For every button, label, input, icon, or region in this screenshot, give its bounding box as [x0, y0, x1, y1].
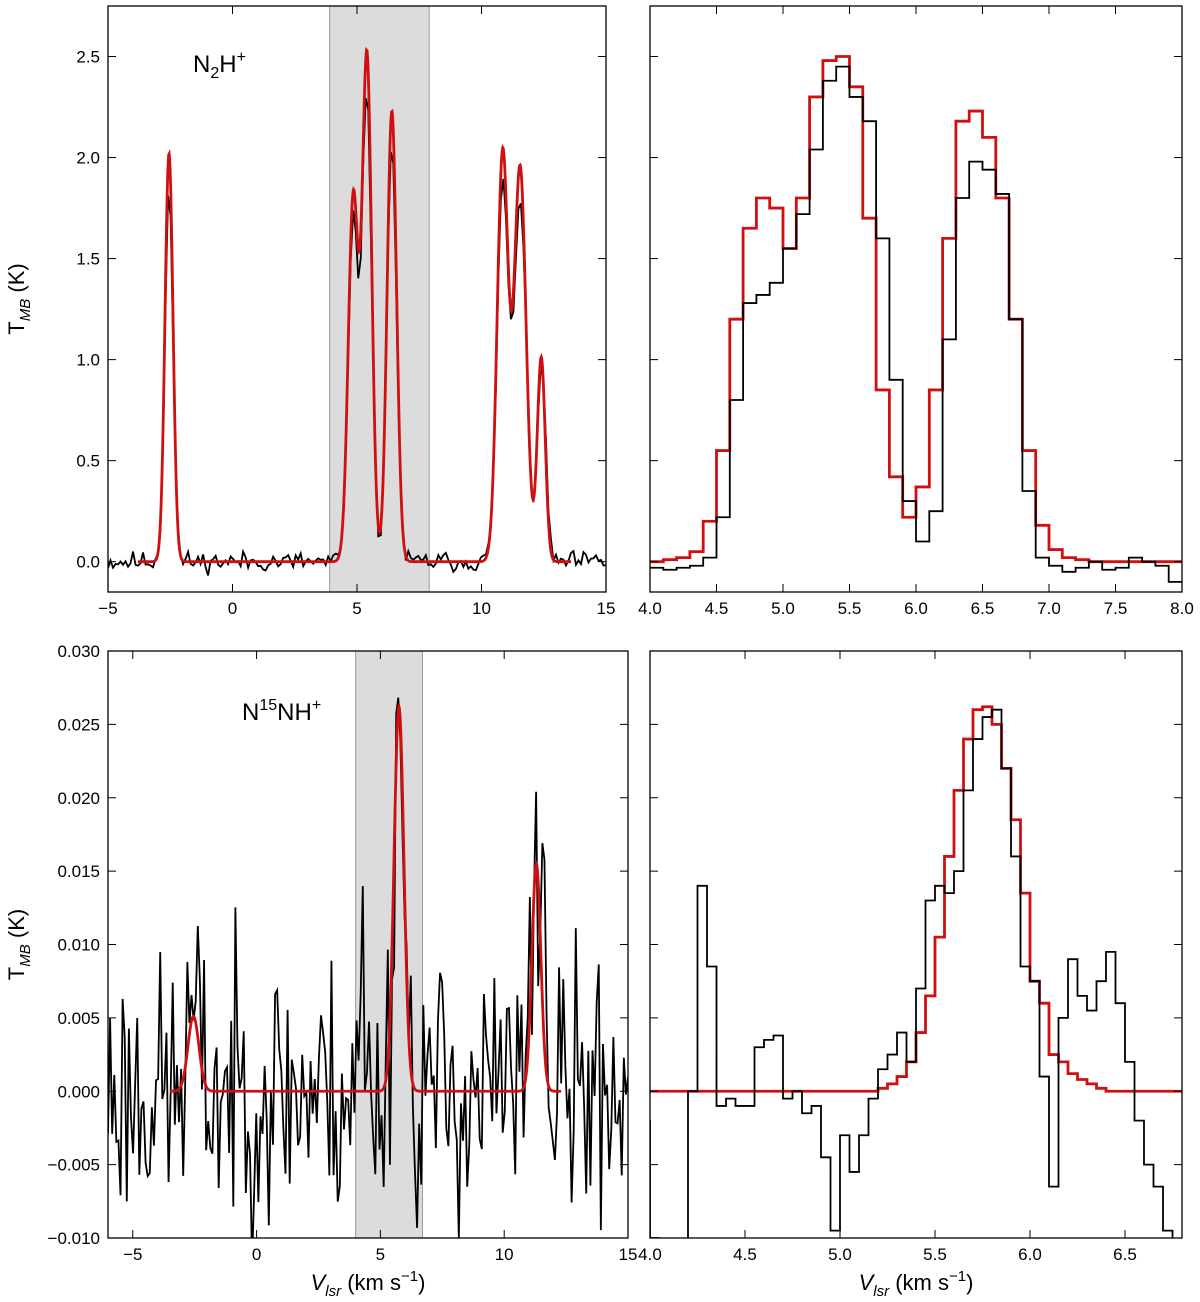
x-tick-label: −5 [123, 1245, 142, 1264]
y-tick-label: 0.0 [76, 553, 100, 572]
x-tick-label: 15 [597, 599, 616, 618]
x-tick-label: 4.5 [733, 1245, 757, 1264]
x-tick-label: 6.5 [971, 599, 995, 618]
x-tick-label: 8.0 [1170, 599, 1194, 618]
x-axis-label: Vlsr (km s−1) [311, 1268, 426, 1300]
x-tick-label: 10 [495, 1245, 514, 1264]
model-fit [137, 46, 572, 564]
y-tick-label: −0.005 [48, 1156, 100, 1175]
x-tick-label: 15 [619, 1245, 638, 1264]
y-tick-label: 0.010 [57, 936, 100, 955]
y-axis-label: TMB (K) [4, 909, 34, 980]
molecule-label: N15NH+ [242, 697, 321, 726]
x-tick-label: 7.5 [1104, 599, 1128, 618]
x-tick-label: 6.5 [1113, 1245, 1137, 1264]
x-tick-label: 6.0 [904, 599, 928, 618]
molecule-label: N2H+ [193, 49, 246, 82]
plot-area [108, 46, 606, 576]
y-tick-label: −0.010 [48, 1229, 100, 1248]
y-tick-label: 0.000 [57, 1082, 100, 1101]
model-fit [169, 702, 562, 1093]
plot-area [650, 705, 1182, 1238]
x-tick-label: 0 [228, 599, 237, 618]
x-tick-label: 5 [376, 1245, 385, 1264]
panel-p4: 4.0 4.5 5.0 5.5 6.0 6.5 Vlsr (km s−1) [638, 650, 1183, 1300]
x-tick-label: 5.0 [828, 1245, 852, 1264]
y-tick-label: 1.0 [76, 351, 100, 370]
x-tick-label: 4.0 [638, 1245, 662, 1264]
y-tick-label: 1.5 [76, 250, 100, 269]
x-tick-label: 5.5 [838, 599, 862, 618]
x-tick-label: 7.0 [1037, 599, 1061, 618]
panel-p3: −5 0 5 10 15 −0.010 −0.005 0.000 0.005 0.010 0.015… [4, 642, 637, 1300]
panel-p2: 4.0 4.5 5.0 5.5 6.0 6.5 7.0 7.5 8.0 [638, 5, 1194, 618]
panel-p1: −5 0 5 10 15 0.0 0.5 1.0 1.5 2.0 2.5 N2H+ TMB (K) [4, 5, 616, 618]
y-tick-label: 2.5 [76, 48, 100, 67]
observed-spectrum [650, 708, 1174, 1238]
y-tick-label: 0.005 [57, 1009, 100, 1028]
y-tick-label: 0.025 [57, 715, 100, 734]
x-axis-label: Vlsr (km s−1) [859, 1268, 974, 1300]
y-tick-label: 0.020 [57, 789, 100, 808]
x-tick-label: 4.0 [638, 599, 662, 618]
model-fit [650, 705, 1182, 1093]
x-tick-label: 10 [472, 599, 491, 618]
x-tick-label: −5 [98, 599, 117, 618]
y-tick-label: 0.030 [57, 642, 100, 661]
x-tick-label: 4.5 [705, 599, 729, 618]
y-tick-label: 0.015 [57, 862, 100, 881]
y-tick-label: 2.0 [76, 149, 100, 168]
y-tick-label: 0.5 [76, 452, 100, 471]
x-tick-label: 0 [252, 1245, 261, 1264]
observed-spectrum [108, 697, 628, 1238]
x-tick-label: 5.5 [923, 1245, 947, 1264]
plot-area [650, 55, 1182, 583]
model-fit [650, 55, 1182, 564]
axes-frame [649, 650, 1183, 1239]
shaded-region [329, 5, 430, 593]
x-tick-label: 5 [352, 599, 361, 618]
y-axis-label: TMB (K) [4, 263, 34, 334]
x-tick-label: 5.0 [771, 599, 795, 618]
plot-area [108, 697, 628, 1238]
observed-spectrum [650, 65, 1182, 583]
x-tick-label: 6.0 [1018, 1245, 1042, 1264]
